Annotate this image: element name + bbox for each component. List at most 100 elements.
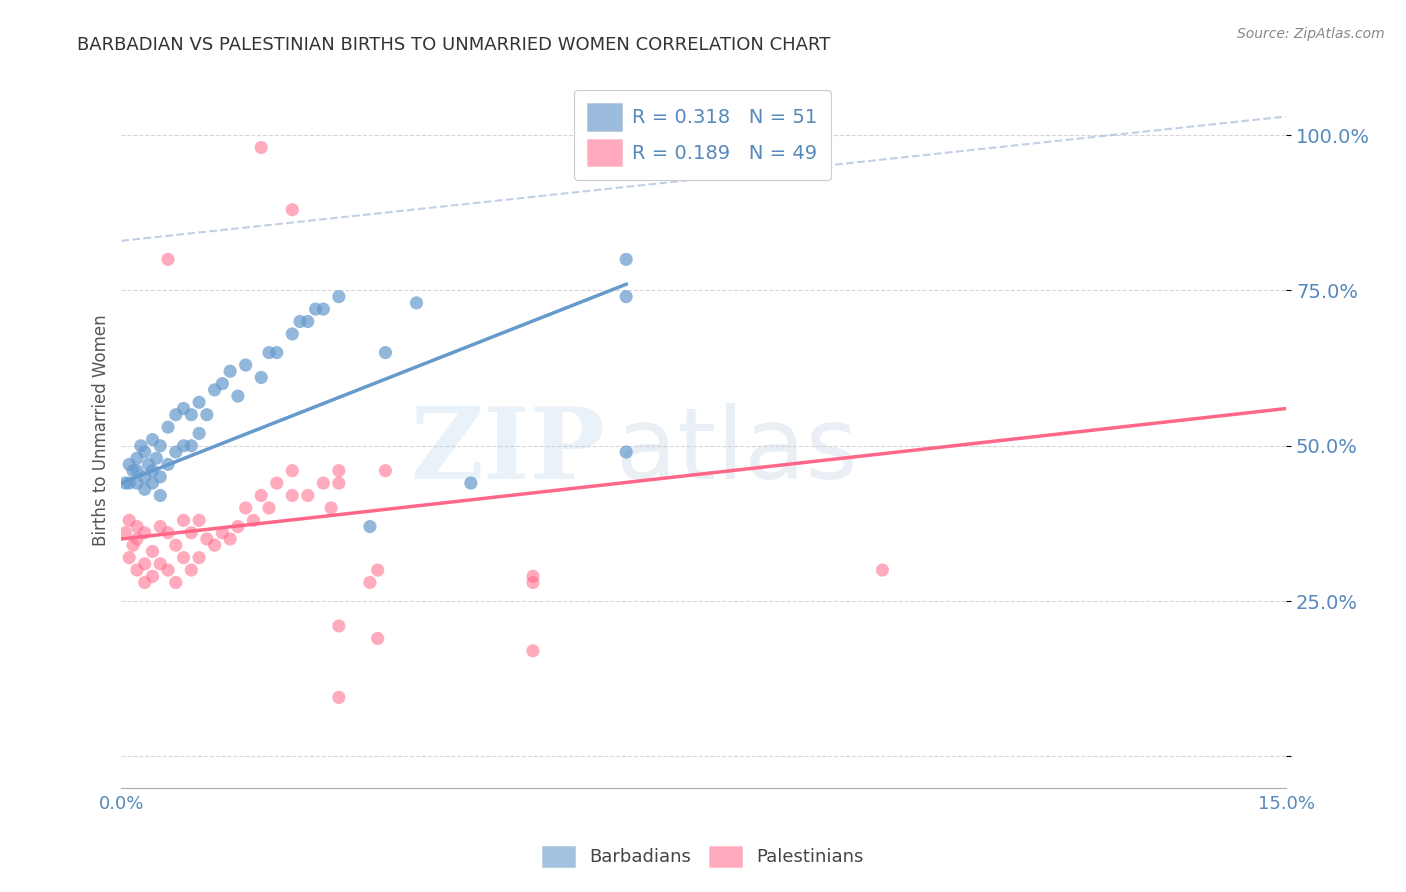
Text: 15.0%: 15.0%: [1258, 796, 1315, 814]
Point: [250, 488, 273, 502]
Point: [134, 470, 156, 484]
Point: [328, 476, 350, 491]
Point: [614, 445, 637, 459]
Point: [125, 464, 148, 478]
Point: [173, 401, 195, 416]
Point: [204, 383, 226, 397]
Point: [319, 500, 342, 515]
Point: [250, 370, 273, 384]
Point: [312, 476, 335, 491]
Point: [141, 544, 163, 558]
Point: [367, 632, 389, 646]
Point: [374, 345, 396, 359]
Point: [614, 252, 637, 267]
Point: [297, 314, 319, 328]
Point: [288, 314, 311, 328]
Point: [328, 690, 350, 705]
Point: [250, 140, 273, 154]
Point: [211, 376, 233, 391]
Point: [125, 476, 148, 491]
Point: [180, 525, 202, 540]
Point: [180, 563, 202, 577]
Legend: R = 0.318   N = 51, R = 0.189   N = 49: R = 0.318 N = 51, R = 0.189 N = 49: [574, 90, 831, 180]
Point: [328, 619, 350, 633]
Point: [328, 464, 350, 478]
Text: BARBADIAN VS PALESTINIAN BIRTHS TO UNMARRIED WOMEN CORRELATION CHART: BARBADIAN VS PALESTINIAN BIRTHS TO UNMAR…: [77, 36, 831, 54]
Legend: Barbadians, Palestinians: Barbadians, Palestinians: [536, 838, 870, 874]
Point: [367, 563, 389, 577]
Point: [522, 569, 544, 583]
Point: [304, 302, 326, 317]
Point: [359, 519, 381, 533]
Point: [134, 575, 156, 590]
Point: [138, 458, 160, 472]
Point: [134, 483, 156, 497]
Point: [359, 575, 381, 590]
Point: [149, 439, 172, 453]
Point: [149, 488, 172, 502]
Point: [312, 302, 335, 317]
Point: [165, 445, 187, 459]
Point: [219, 532, 242, 546]
Point: [188, 550, 211, 565]
Text: 0.0%: 0.0%: [98, 796, 145, 814]
Point: [374, 464, 396, 478]
Point: [114, 476, 136, 491]
Point: [211, 525, 233, 540]
Point: [122, 464, 145, 478]
Point: [180, 439, 202, 453]
Point: [149, 557, 172, 571]
Point: [460, 476, 482, 491]
Point: [297, 488, 319, 502]
Point: [118, 458, 141, 472]
Point: [118, 513, 141, 527]
Point: [173, 439, 195, 453]
Point: [281, 464, 304, 478]
Point: [118, 550, 141, 565]
Point: [226, 389, 249, 403]
Point: [180, 408, 202, 422]
Point: [257, 500, 280, 515]
Point: [125, 563, 148, 577]
Point: [134, 525, 156, 540]
Point: [266, 345, 288, 359]
Point: [188, 426, 211, 441]
Point: [125, 451, 148, 466]
Point: [145, 451, 167, 466]
Point: [141, 569, 163, 583]
Point: [157, 525, 180, 540]
Point: [235, 358, 257, 372]
Point: [522, 644, 544, 658]
Point: [165, 538, 187, 552]
Point: [204, 538, 226, 552]
Point: [242, 513, 264, 527]
Point: [149, 470, 172, 484]
Point: [157, 458, 180, 472]
Text: Source: ZipAtlas.com: Source: ZipAtlas.com: [1237, 27, 1385, 41]
Point: [141, 464, 163, 478]
Point: [173, 513, 195, 527]
Point: [188, 395, 211, 409]
Point: [122, 538, 145, 552]
Point: [257, 345, 280, 359]
Point: [114, 525, 136, 540]
Point: [219, 364, 242, 378]
Point: [195, 408, 218, 422]
Point: [173, 550, 195, 565]
Point: [281, 202, 304, 217]
Point: [405, 296, 427, 310]
Point: [165, 575, 187, 590]
Point: [129, 439, 152, 453]
Point: [134, 557, 156, 571]
Point: [226, 519, 249, 533]
Point: [134, 445, 156, 459]
Point: [125, 532, 148, 546]
Text: ZIP: ZIP: [411, 403, 605, 500]
Point: [188, 513, 211, 527]
Point: [235, 500, 257, 515]
Point: [614, 290, 637, 304]
Point: [281, 326, 304, 341]
Point: [522, 575, 544, 590]
Text: atlas: atlas: [616, 403, 858, 500]
Point: [165, 408, 187, 422]
